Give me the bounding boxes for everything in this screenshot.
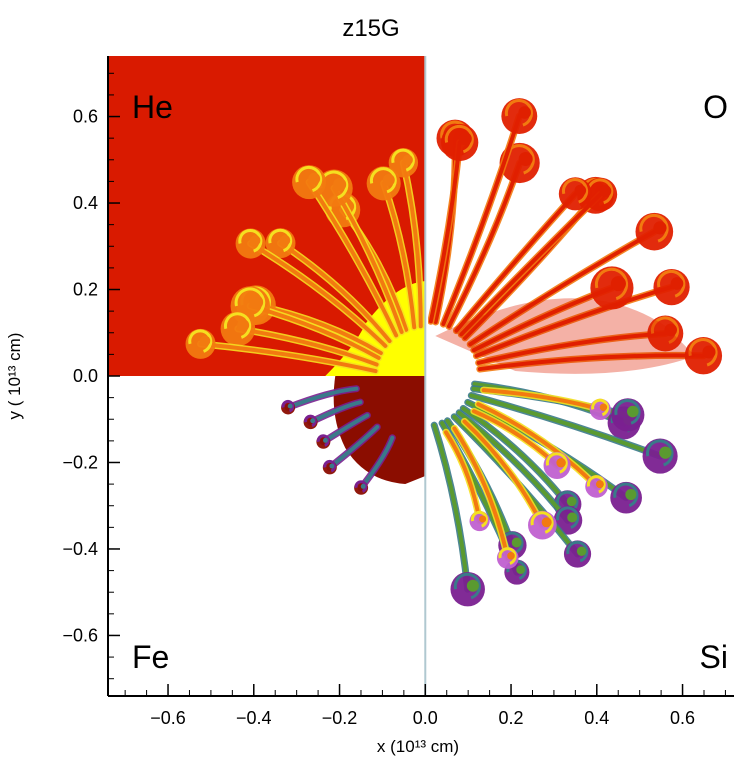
plume-head-core (519, 152, 533, 166)
y-tick-label: −0.2 (62, 452, 98, 472)
x-tick-label: 0.0 (413, 708, 438, 728)
plume-head-core (542, 517, 552, 527)
plume-head-core (237, 319, 249, 331)
quadrant-label-top-right: O (703, 89, 728, 125)
plume-head-core (575, 185, 587, 197)
plume-head-core (577, 547, 587, 557)
y-tick-label: 0.2 (73, 280, 98, 300)
x-tick-label: −0.4 (236, 708, 272, 728)
plume-head-core (625, 489, 636, 500)
plume-head-core (596, 480, 604, 488)
plume-head-core (653, 221, 666, 234)
y-tick-label: −0.4 (62, 539, 98, 559)
plume-head-core (567, 512, 577, 522)
plume-head-core (479, 516, 486, 523)
plume-head-core (567, 497, 577, 507)
plume-head-core (518, 106, 531, 119)
x-tick-label: −0.2 (322, 708, 358, 728)
y-tick-label: 0.6 (73, 107, 98, 127)
plume-head-core (600, 185, 612, 197)
y-tick-label: 0.0 (73, 366, 98, 386)
plot-background (108, 56, 425, 696)
plume-head-core (467, 580, 479, 592)
plume-head-core (507, 552, 515, 560)
plume-head-core (611, 276, 626, 291)
chart-title: z15G (342, 15, 399, 42)
y-tick-label: −0.6 (62, 625, 98, 645)
x-tick-label: −0.6 (150, 708, 186, 728)
plume-head-core (659, 446, 671, 458)
x-axis-label: x (10¹³ cm) (377, 737, 459, 756)
plume-head-core (702, 345, 715, 358)
quadrant-label-bottom-left: Fe (132, 639, 169, 675)
plume-head-core (280, 235, 290, 245)
y-axis-label: y ( 10¹³ cm) (5, 333, 24, 420)
plume-head-core (403, 155, 413, 165)
plume-head-core (333, 178, 346, 191)
plume-head-core (329, 464, 334, 469)
y-tick-label: 0.4 (73, 193, 98, 213)
plume-head-core (459, 132, 472, 145)
plume-head-core (516, 565, 525, 574)
plume-head-core (323, 438, 328, 443)
x-axis-ticks: −0.6 −0.4 −0.2 0.0 0.2 0.4 0.6 (125, 684, 725, 728)
quadrant-label-bottom-right: Si (700, 639, 728, 675)
plume-head-core (250, 235, 261, 246)
x-tick-label: 0.4 (584, 708, 609, 728)
plume-head-core (383, 174, 395, 186)
plume-head-core (361, 484, 366, 489)
plume-head-core (200, 336, 211, 347)
plume-head-core (600, 404, 607, 411)
plume-head-core (671, 277, 684, 290)
plume-head-core (556, 458, 565, 467)
plume-head-core (249, 295, 263, 309)
plume-head-core (310, 418, 315, 423)
plume-head-core (308, 173, 320, 185)
quadrant-label-top-left: He (132, 89, 173, 125)
plume-head-core (512, 538, 522, 548)
x-tick-label: 0.2 (499, 708, 524, 728)
plume-head-core (288, 404, 293, 409)
plume-head-core (627, 406, 639, 418)
x-tick-label: 0.6 (670, 708, 695, 728)
